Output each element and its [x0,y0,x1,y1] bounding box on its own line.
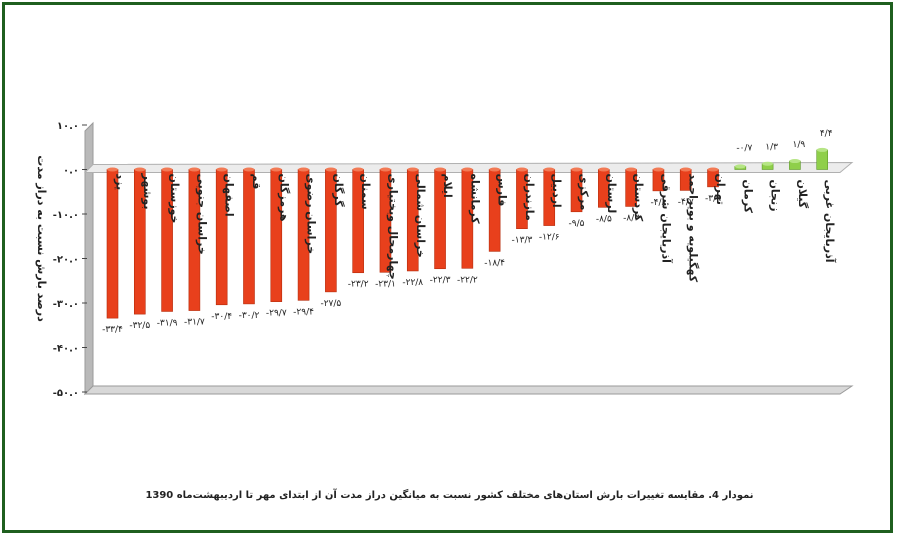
category-label: کرمانشاه [468,174,481,225]
bar-cap [680,167,692,172]
bar-cap [107,167,118,172]
data-label: -۲۲/۸ [402,278,423,288]
data-label: ۱/۹ [793,140,806,150]
bar-cap [789,159,801,164]
category-label: بوشهر [141,173,154,210]
category-label: خراسان رضوی [305,174,318,255]
data-label: -۲۷/۵ [320,299,341,309]
bar-cap [543,167,555,172]
category-label: خراسان شمالی [414,174,427,258]
chart-floor [83,385,854,395]
bar-cap [571,167,583,172]
category-label: مرکزی [578,174,591,211]
y-tick-label: -۲۰.۰ [53,255,79,266]
data-label: -۲۹/۴ [293,307,314,317]
y-tick-label: -۱۰.۰ [53,210,79,221]
bar-cap [270,167,282,172]
bar-cap [161,167,173,172]
bar-cap [652,167,664,172]
category-label: کرمان [741,180,754,214]
bar-cap [216,167,228,172]
data-label: -۳/۹ [705,194,721,204]
category-label: اردبیل [550,174,563,208]
data-label: -۲۲/۳ [430,276,451,286]
y-tick-label: ۰.۰ [63,166,79,177]
bar [816,149,829,170]
data-label: -۴/۷ [678,197,694,207]
data-label: -۰/۷ [736,143,752,153]
bar-cap [407,167,419,172]
bar-cap [598,167,610,172]
bar-cap [298,167,310,172]
category-label: چهارمحال وبختیاری [386,174,399,280]
data-label: -۱۳/۳ [512,236,533,246]
bar-cap [379,167,391,172]
bar [106,169,119,319]
category-label: کردستان [632,174,645,222]
data-label: -۸/۳ [623,213,639,223]
chart-frame [2,2,893,533]
category-label: خوزستان [168,174,181,224]
y-tick-label: -۳۰.۰ [53,299,79,310]
data-label: ۱/۳ [765,143,778,153]
bar-cap [434,167,446,172]
category-label: آذربایجان غربی [823,180,837,263]
category-label: زنجان [769,180,782,212]
y-tick-label: ۱۰.۰ [57,121,79,132]
data-label: -۳۳/۴ [102,325,123,335]
bar-cap [188,167,200,172]
y-axis-label: درصد بارش نسبت به دراز مدت [35,155,48,322]
category-label: آذربایجان شرقی [659,174,673,264]
category-label: قم [250,174,263,190]
data-label: -۳۰/۴ [211,312,232,322]
data-label: -۳۰/۲ [239,311,260,321]
data-label: -۹/۵ [569,219,585,229]
category-label: یزد [114,174,127,191]
data-label: -۳۱/۹ [157,318,178,328]
bar-cap [134,167,146,172]
category-label: هرمزگان [277,174,290,222]
bar-cap [625,167,637,172]
category-label: ایلام [441,174,454,198]
bar [243,169,255,305]
bar-cap [516,167,528,172]
category-label: گرگان [332,174,345,208]
bar-cap [352,167,364,172]
category-label: اصفهان [223,174,236,217]
y-tick-label: -۴۰.۰ [53,344,79,355]
bar-cap [325,167,337,172]
data-label: -۳۱/۷ [184,318,205,328]
category-label: کهگیلویه و بویراحمد [687,174,700,283]
bar-cap [816,147,828,152]
category-label: فارس [496,174,509,207]
bar-cap [734,164,746,169]
data-label: ۴/۴ [820,129,833,139]
category-label: لرستان [605,174,618,214]
data-label: -۱۲/۶ [539,233,560,243]
chart-caption: نمودار 4. مقایسه تغییرات بارش استان‌های … [145,490,754,501]
data-label: -۴/۸ [650,198,666,208]
bar-cap [489,167,501,172]
bar-cap [461,167,473,172]
data-label: -۲۳/۲ [348,280,369,290]
bar-cap [762,161,774,166]
data-label: -۸/۵ [596,214,612,224]
category-label: سمنان [359,174,372,210]
category-label: خراسان جنوبی [195,174,208,255]
data-label: -۳۲/۵ [129,321,150,331]
category-label: تهران [714,174,727,205]
bar-cap [707,167,719,172]
data-label: -۲۹/۷ [266,309,287,319]
category-label: گیلان [796,180,809,209]
data-label: -۲۲/۲ [457,275,478,285]
bar-cap [243,167,255,172]
category-label: مازندران [523,174,536,221]
data-label: -۲۳/۱ [375,279,396,289]
y-tick-label: -۵۰.۰ [53,388,79,399]
data-label: -۱۸/۴ [484,258,505,268]
